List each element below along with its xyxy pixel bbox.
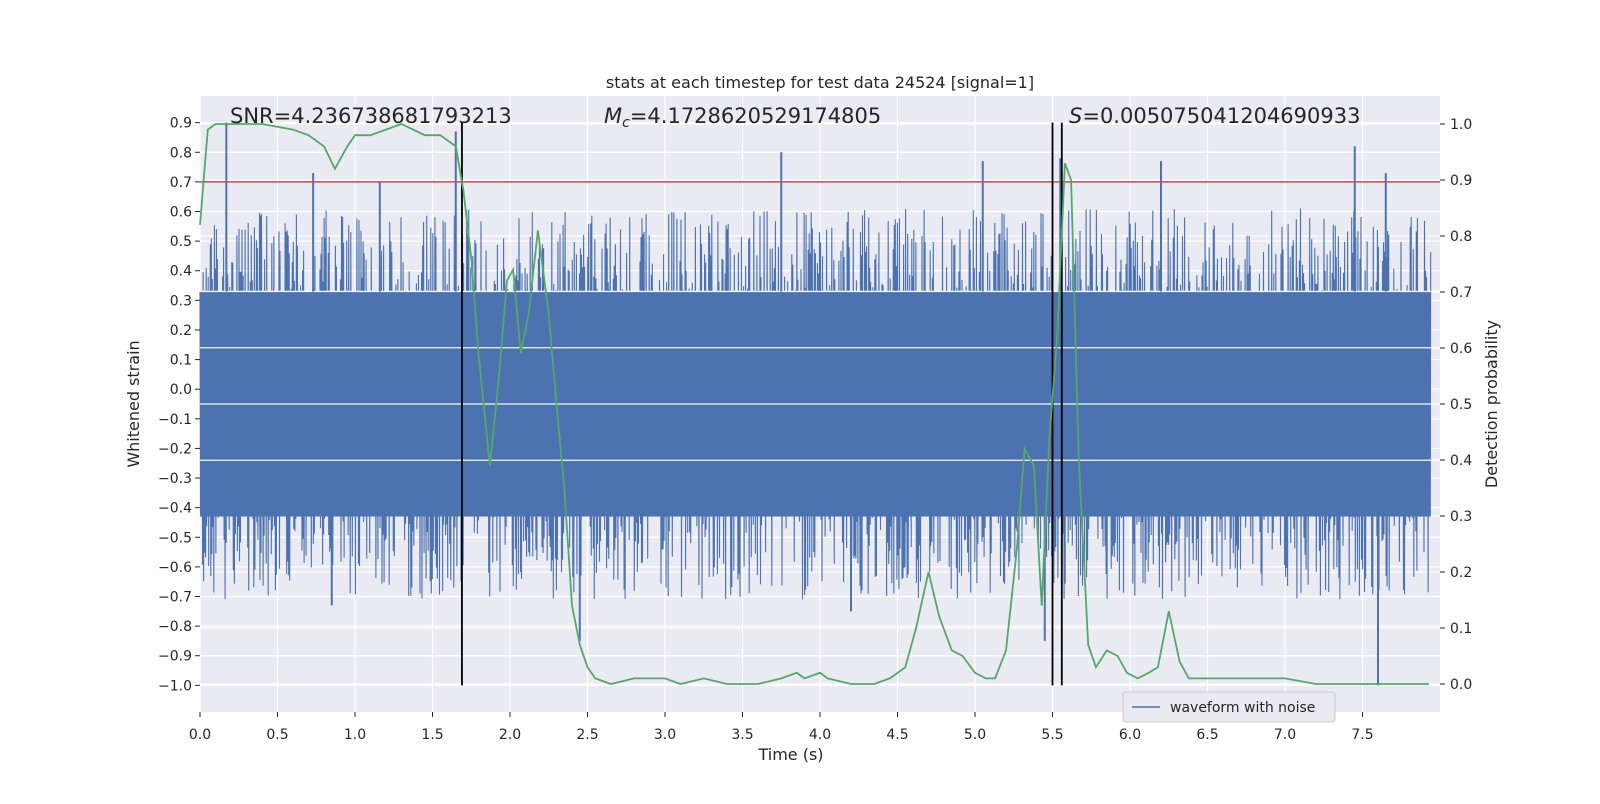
- y-tick-label-left: 0.4: [170, 264, 192, 280]
- x-tick-label: 0.0: [189, 727, 211, 743]
- y-tick-label-right: 0.3: [1450, 509, 1472, 525]
- x-tick-label: 6.0: [1119, 727, 1141, 743]
- y-tick-label-left: −0.2: [158, 441, 192, 457]
- x-tick-label: 7.0: [1274, 727, 1296, 743]
- y-tick-label-right: 0.5: [1450, 397, 1472, 413]
- y-tick-label-right: 0.4: [1450, 453, 1472, 469]
- y-tick-label-left: −0.4: [158, 501, 192, 517]
- snr-annotation: SNR=4.236738681793213: [230, 104, 512, 128]
- legend: waveform with noise: [1122, 691, 1336, 723]
- y-tick-label-left: −0.7: [158, 590, 192, 606]
- x-tick-label: 0.5: [266, 727, 288, 743]
- legend-box: [1122, 691, 1336, 723]
- y-tick-label-left: −0.3: [158, 471, 192, 487]
- chirp-mass-symbol: M: [604, 104, 622, 128]
- y-tick-label-left: −0.6: [158, 560, 192, 576]
- y-tick-label-right: 0.0: [1450, 677, 1472, 693]
- x-tick-label: 2.5: [576, 727, 598, 743]
- chirp-mass-value: =4.1728620529174805: [630, 104, 881, 128]
- y-tick-label-left: 0.9: [170, 116, 192, 132]
- y-tick-label-left: 0.6: [170, 205, 192, 221]
- axis-layer: 0.0 0.5 1.0 1.5 2.0 2.5 3.0 3.5 4.0 4.5 5.0 5.5 6.0 6…: [158, 116, 1472, 743]
- x-tick-label: 1.5: [421, 727, 443, 743]
- s-value: =0.005075041204690933: [1082, 104, 1360, 128]
- probability-layer: [199, 123, 1430, 685]
- s-annotation: S=0.005075041204690933: [1069, 104, 1360, 128]
- y-axis-label-left: Whitened strain: [124, 340, 143, 467]
- x-tick-label: 2.0: [499, 727, 521, 743]
- y-tick-label-left: 0.7: [170, 175, 192, 191]
- chart-title: stats at each timestep for test data 245…: [606, 73, 1034, 92]
- x-tick-label: 4.5: [886, 727, 908, 743]
- x-tick-label: 7.5: [1351, 727, 1373, 743]
- x-tick-label: 6.5: [1196, 727, 1218, 743]
- y-tick-label-right: 1.0: [1450, 117, 1472, 133]
- chirp-mass-annotation: Mc=4.1728620529174805: [604, 104, 881, 131]
- y-tick-label-left: 0.0: [170, 382, 192, 398]
- probability-line: [199, 123, 1430, 685]
- y-axis-label-right: Detection probability: [1482, 320, 1501, 488]
- y-tick-label-left: 0.5: [170, 234, 192, 250]
- x-tick-label: 3.0: [654, 727, 676, 743]
- y-tick-label-right: 0.2: [1450, 565, 1472, 581]
- y-tick-label-right: 0.6: [1450, 341, 1472, 357]
- legend-label-waveform: waveform with noise: [1170, 700, 1315, 716]
- y-tick-label-right: 0.1: [1450, 621, 1472, 637]
- y-tick-label-right: 0.8: [1450, 229, 1472, 245]
- y-tick-label-right: 0.7: [1450, 285, 1472, 301]
- x-tick-label: 5.5: [1041, 727, 1063, 743]
- chirp-mass-subscript: c: [622, 115, 630, 131]
- x-axis-label: Time (s): [757, 745, 823, 764]
- x-tick-label: 1.0: [344, 727, 366, 743]
- y-tick-label-right: 0.9: [1450, 173, 1472, 189]
- x-tick-label: 3.5: [731, 727, 753, 743]
- y-tick-label-left: −0.8: [158, 619, 192, 635]
- y-tick-label-left: −0.1: [158, 412, 192, 428]
- x-tick-label: 5.0: [964, 727, 986, 743]
- y-tick-label-left: 0.1: [170, 353, 192, 369]
- y-tick-label-left: −1.0: [158, 678, 192, 694]
- x-tick-label: 4.0: [809, 727, 831, 743]
- y-tick-label-left: 0.8: [170, 145, 192, 161]
- y-tick-label-left: −0.9: [158, 649, 192, 665]
- waveform-layer: [199, 122, 1440, 686]
- y-tick-label-left: −0.5: [158, 530, 192, 546]
- y-tick-label-left: 0.3: [170, 293, 192, 309]
- y-tick-label-left: 0.2: [170, 323, 192, 339]
- s-symbol: S: [1069, 104, 1082, 128]
